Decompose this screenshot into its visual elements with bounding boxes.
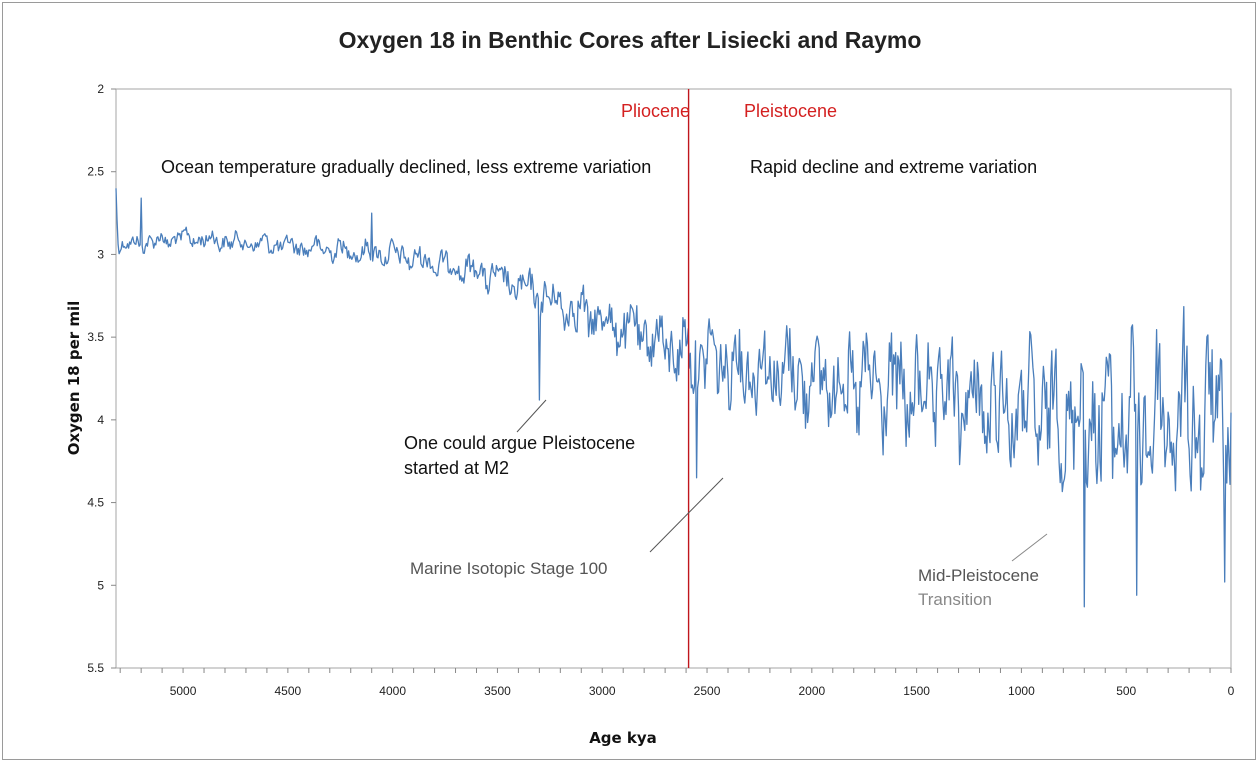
x-axis: 5000 4500 4000 3500 3000 2500 2000 1500 1000 500 0 xyxy=(119,668,1235,698)
x-tick-label: 500 xyxy=(1116,684,1136,698)
x-tick-label: 3000 xyxy=(589,684,616,698)
y-axis: 2 2.5 3 3.5 4 4.5 5 5.5 xyxy=(87,82,116,675)
y-tick-label: 5 xyxy=(97,578,104,592)
x-tick-label: 2000 xyxy=(798,684,825,698)
mpt-note-line1: Mid-Pleistocene xyxy=(918,566,1039,585)
m2-note-line2: started at M2 xyxy=(404,458,509,478)
pliocene-label: Pliocene xyxy=(621,101,690,121)
mis100-note: Marine Isotopic Stage 100 xyxy=(410,559,608,578)
pliocene-description: Ocean temperature gradually declined, le… xyxy=(161,157,651,177)
y-tick-label: 3 xyxy=(97,247,104,261)
x-tick-label: 0 xyxy=(1228,684,1235,698)
x-tick-label: 3500 xyxy=(484,684,511,698)
x-axis-title: Age kya xyxy=(589,729,657,747)
m2-note-line1: One could argue Pleistocene xyxy=(404,433,635,453)
x-tick-label: 4000 xyxy=(379,684,406,698)
x-tick-label: 5000 xyxy=(170,684,197,698)
pleistocene-description: Rapid decline and extreme variation xyxy=(750,157,1037,177)
y-tick-label: 4.5 xyxy=(87,496,104,510)
y-tick-label: 4 xyxy=(97,413,104,427)
x-tick-label: 4500 xyxy=(275,684,302,698)
y-tick-label: 2 xyxy=(97,82,104,96)
pleistocene-label: Pleistocene xyxy=(744,101,837,121)
x-tick-label: 1500 xyxy=(903,684,930,698)
y-axis-title: Oxygen 18 per mil xyxy=(65,301,83,456)
series-line-benthic-d18o xyxy=(115,188,1232,608)
plot-area xyxy=(115,88,1232,669)
x-tick-label: 1000 xyxy=(1008,684,1035,698)
mis100-pointer xyxy=(649,477,724,553)
y-tick-label: 3.5 xyxy=(87,330,104,344)
y-tick-label: 2.5 xyxy=(87,165,104,179)
y-tick-label: 5.5 xyxy=(87,661,104,675)
m2-pointer xyxy=(516,399,547,433)
chart-title: Oxygen 18 in Benthic Cores after Lisieck… xyxy=(339,27,922,53)
mpt-pointer xyxy=(1011,533,1048,562)
mpt-note-line2: Transition xyxy=(918,590,992,609)
x-tick-label: 2500 xyxy=(694,684,721,698)
